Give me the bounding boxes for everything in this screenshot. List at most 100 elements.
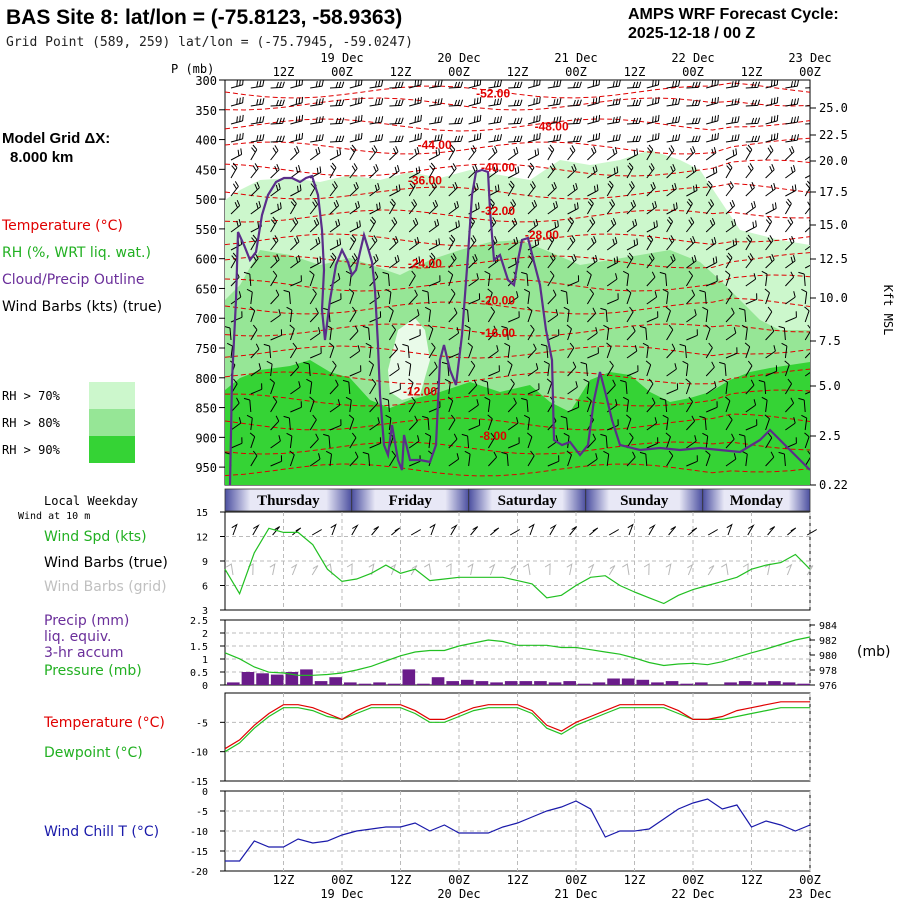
wind-barb bbox=[329, 379, 339, 395]
wind-barb bbox=[468, 273, 479, 287]
wind-barb bbox=[540, 343, 549, 359]
wind-barb bbox=[487, 288, 493, 305]
precip-bar bbox=[344, 682, 357, 685]
wind-barb-grid bbox=[622, 563, 630, 576]
wind-barb-grid bbox=[346, 563, 353, 576]
wind-barb bbox=[283, 415, 291, 431]
wind-barb bbox=[606, 146, 618, 161]
wind-barb-grid bbox=[269, 563, 276, 576]
wind-barbs bbox=[225, 80, 810, 467]
wind-barb bbox=[342, 379, 351, 395]
wind-barb bbox=[626, 148, 639, 161]
top-tick-label: 00Z bbox=[799, 65, 821, 79]
wind-barb bbox=[468, 399, 479, 413]
isotherm-line bbox=[225, 209, 810, 223]
y-tick-label: 1.5 bbox=[190, 642, 208, 653]
wind-barb bbox=[699, 289, 707, 305]
wind-barb bbox=[745, 399, 757, 413]
wind-barb bbox=[409, 132, 422, 143]
wind-barb bbox=[408, 199, 418, 215]
wind-barb bbox=[507, 378, 515, 395]
wind-barb bbox=[428, 162, 436, 179]
wind-barb bbox=[349, 253, 358, 269]
precip-bar bbox=[797, 683, 810, 685]
wind-barb bbox=[685, 198, 693, 215]
wind-barb bbox=[309, 270, 315, 287]
precip-bar bbox=[504, 681, 518, 685]
wind-barb bbox=[738, 433, 747, 449]
bottom-date-labels: 19 Dec 20 Dec 21 Dec 22 Dec 23 Dec bbox=[320, 887, 831, 900]
wind-barb bbox=[745, 99, 761, 107]
wind-barb bbox=[250, 116, 265, 125]
wind-barb bbox=[309, 433, 319, 449]
wind-barb bbox=[329, 218, 341, 233]
wind-barb bbox=[250, 98, 265, 107]
precip-bar bbox=[461, 679, 474, 685]
wind-barb-grid bbox=[509, 565, 517, 576]
wind-barb bbox=[547, 289, 557, 305]
isotherm-line bbox=[225, 182, 810, 200]
pressure-unit: (mb) bbox=[857, 644, 890, 660]
weekday-label: Saturday bbox=[498, 493, 558, 509]
wind-barb bbox=[504, 342, 511, 359]
wind-barb bbox=[448, 327, 460, 341]
wind-barb bbox=[646, 163, 655, 179]
wind-barb bbox=[805, 391, 810, 395]
wind-barb bbox=[422, 415, 430, 431]
wind-barb bbox=[686, 254, 697, 269]
top-tick-label: 12Z bbox=[273, 65, 295, 79]
wind-barb-true bbox=[747, 524, 755, 536]
wind-barb bbox=[329, 148, 342, 161]
wind-barb bbox=[230, 114, 244, 125]
wind-barb bbox=[764, 414, 770, 431]
wind-barb-grid bbox=[390, 563, 397, 576]
wind-barb bbox=[659, 397, 668, 413]
wind-barb-true bbox=[726, 523, 733, 536]
wind-barb bbox=[527, 148, 540, 161]
wind-barb bbox=[389, 184, 401, 197]
wind-barb bbox=[448, 163, 457, 179]
wind-barb bbox=[266, 360, 273, 377]
wind-barb bbox=[666, 164, 676, 179]
wind-barb bbox=[501, 451, 509, 467]
wind-barb bbox=[567, 275, 580, 287]
wind-barb bbox=[607, 80, 621, 89]
pressure-tick-label: 900 bbox=[195, 431, 217, 445]
wind-barb bbox=[765, 96, 779, 107]
pressure-tick-label: 850 bbox=[195, 402, 217, 416]
wind-barb bbox=[527, 96, 541, 107]
wind-barb bbox=[369, 254, 379, 269]
wind-barb bbox=[706, 96, 719, 107]
pressure-y-axis: 976 978 980 982 984 bbox=[810, 621, 837, 692]
wind-barb bbox=[686, 289, 696, 305]
wind-barb bbox=[606, 256, 619, 269]
wind-barb bbox=[428, 218, 440, 233]
wind-barb bbox=[587, 184, 599, 197]
wind-barb bbox=[745, 163, 754, 179]
wind-barb-grid bbox=[687, 563, 694, 576]
wind-barb bbox=[587, 132, 601, 143]
windchill-line bbox=[225, 798, 811, 862]
wind-barb bbox=[567, 99, 582, 107]
wind-barb bbox=[523, 288, 530, 305]
wind-barb bbox=[349, 114, 363, 125]
wind-barb bbox=[785, 291, 796, 305]
wind-barb bbox=[567, 202, 579, 215]
wind-barb bbox=[369, 235, 378, 251]
wind-barb bbox=[424, 432, 431, 449]
wind-barb bbox=[389, 254, 400, 269]
wind-barb bbox=[765, 365, 778, 377]
wind-barb bbox=[706, 275, 718, 287]
bottom-tick-label: 12Z bbox=[507, 873, 529, 887]
wind-barb bbox=[309, 453, 321, 467]
wind-barb bbox=[725, 288, 733, 305]
wind-barb bbox=[725, 327, 737, 341]
wind-barb bbox=[408, 435, 420, 449]
wind-barb bbox=[567, 182, 578, 197]
wind-barb-true bbox=[707, 529, 718, 536]
isotherm-label: -12.00 bbox=[403, 384, 437, 398]
wind-barb bbox=[329, 238, 342, 251]
wind-barb bbox=[646, 291, 658, 305]
wind-barb-grid bbox=[489, 563, 496, 576]
wind-barb bbox=[741, 324, 748, 341]
